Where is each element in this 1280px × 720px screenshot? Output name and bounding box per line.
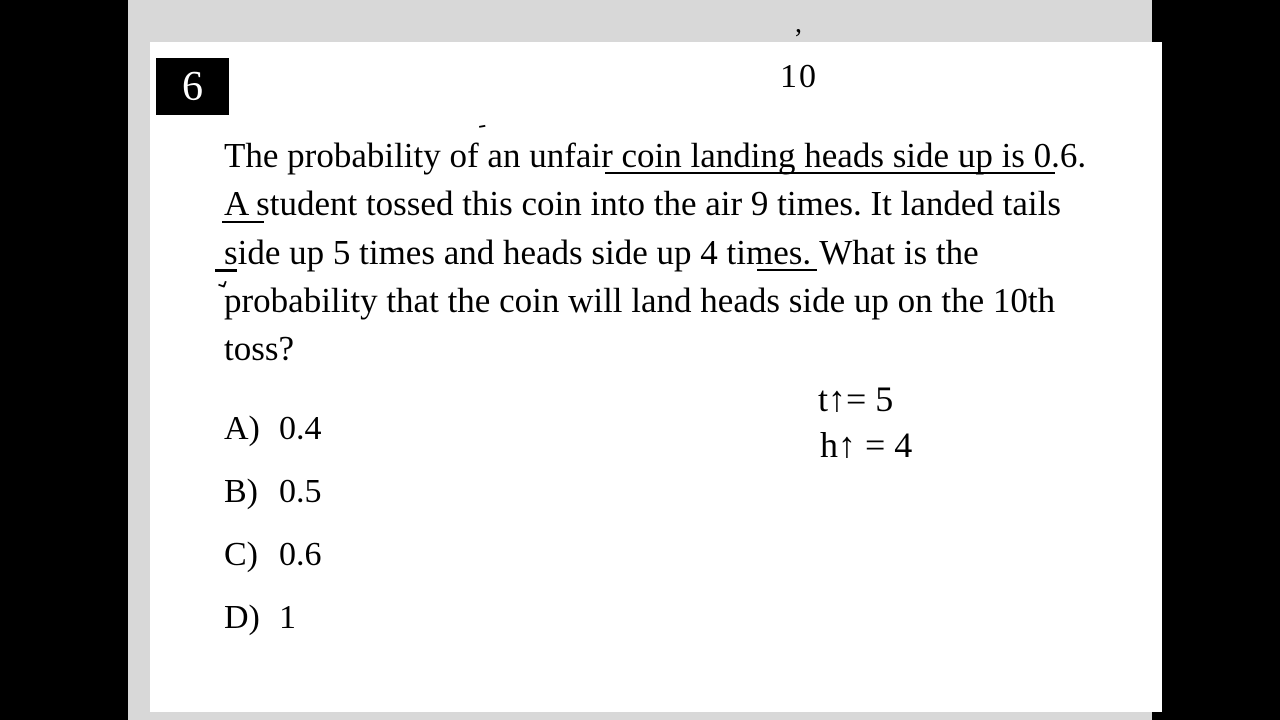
option-letter: B) (224, 461, 279, 524)
handwriting-tails-note: t↑= 5 (818, 378, 893, 420)
option-a[interactable]: A) 0.4 (224, 398, 322, 461)
question-number-box: 6 (156, 58, 229, 115)
option-c[interactable]: C) 0.6 (224, 524, 322, 587)
handwriting-10: 10 (780, 58, 818, 96)
question-text: The probability of an unfair coin landin… (224, 132, 1110, 373)
handwriting-heads-note: h↑ = 4 (820, 424, 912, 466)
answer-options: A) 0.4 B) 0.5 C) 0.6 D) 1 (224, 398, 322, 650)
option-value: 0.6 (279, 524, 322, 587)
option-letter: C) (224, 524, 279, 587)
option-value: 0.4 (279, 398, 322, 461)
underline-annotation (757, 269, 817, 271)
option-value: 1 (279, 587, 296, 650)
underline-annotation (222, 221, 264, 223)
handwriting-mark: , (795, 8, 802, 40)
option-letter: D) (224, 587, 279, 650)
underline-annotation (605, 172, 1055, 174)
option-letter: A) (224, 398, 279, 461)
option-d[interactable]: D) 1 (224, 587, 322, 650)
question-number: 6 (182, 63, 203, 111)
option-b[interactable]: B) 0.5 (224, 461, 322, 524)
option-value: 0.5 (279, 461, 322, 524)
